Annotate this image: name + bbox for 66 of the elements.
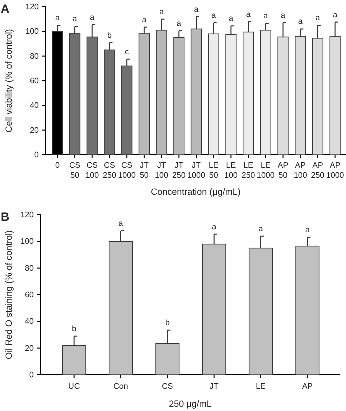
x-tick-label: AP 100 [294,161,308,180]
y-tick-label: 20 [25,344,35,353]
y-tick-label: 40 [30,101,40,110]
x-tick-label: AP 50 [278,161,289,180]
x-tick-label: CS 100 [86,161,100,180]
annotation: a [72,14,78,24]
annotation: a [305,226,310,235]
x-tick-label: JT 250 [172,161,186,180]
x-tick-label: JT 100 [155,161,170,180]
y-tick-label: 120 [26,2,40,12]
x-tick-label: AP [302,382,314,391]
y-tick-label: 60 [30,76,40,86]
x-tick-label: LE [256,382,266,391]
x-tick-label: LE 50 [208,161,219,180]
annotation: a [228,14,234,24]
y-tick-label: 0 [34,150,40,160]
x-tick-label: JT 1000 [188,161,206,180]
y-tick-label: 100 [26,27,40,36]
annotation: a [212,11,217,20]
annotation: a [264,12,269,21]
annotation: a [55,14,60,22]
x-tick-label: CS 1000 [118,161,137,180]
x-tick-label: 0 [55,161,60,170]
annotation: a [142,15,148,24]
y-tick-label: 60 [25,290,35,300]
x-tick-label: CS 50 [69,161,81,180]
annotation: a [118,219,124,228]
x-tick-label: UC [68,382,80,391]
y-tick-label: 120 [20,210,35,220]
x-tick-label: LE 250 [242,161,256,180]
x-tick-label: JT [210,382,219,391]
annotation: a [258,224,264,234]
annotation: a [281,11,286,20]
y-axis-title: Oil Red O staining (% of control) [4,230,14,360]
x-tick-label: AP 1000 [326,161,345,180]
annotation: a [90,12,96,22]
y-tick-label: 40 [25,317,35,326]
y-tick-label: 0 [30,370,35,380]
annotation: a [176,19,182,28]
y-tick-label: 80 [25,264,35,273]
x-tick-label: JT 50 [140,161,150,180]
y-tick-label: 80 [30,52,40,61]
chart-title: B [1,210,10,224]
annotation: a [212,222,218,232]
x-tick-label: AP 250 [311,161,326,180]
y-axis-title: Cell viability (% of control) [4,29,14,133]
y-tick-label: 20 [30,126,40,135]
x-tick-label: LE 1000 [257,161,276,180]
x-tick-label: Con [114,382,128,391]
annotation: b [72,324,78,334]
x-axis-title: Concentration (μg/mL) [151,187,241,197]
annotation: a [246,10,252,19]
annotation: a [194,4,200,14]
x-tick-label: LE 100 [224,161,238,180]
annotation: c [125,47,130,56]
y-tick-label: 100 [20,237,35,246]
annotation: a [298,17,304,26]
annotation: a [160,7,165,16]
annotation: b [108,30,113,40]
annotation: a [316,14,321,22]
chart-title: A [1,2,10,16]
annotation: b [165,318,170,328]
x-axis-title: 250 μg/mL [169,399,212,409]
x-tick-label: CS [162,382,174,391]
annotation: a [333,10,338,20]
x-tick-label: CS 250 [103,161,117,180]
